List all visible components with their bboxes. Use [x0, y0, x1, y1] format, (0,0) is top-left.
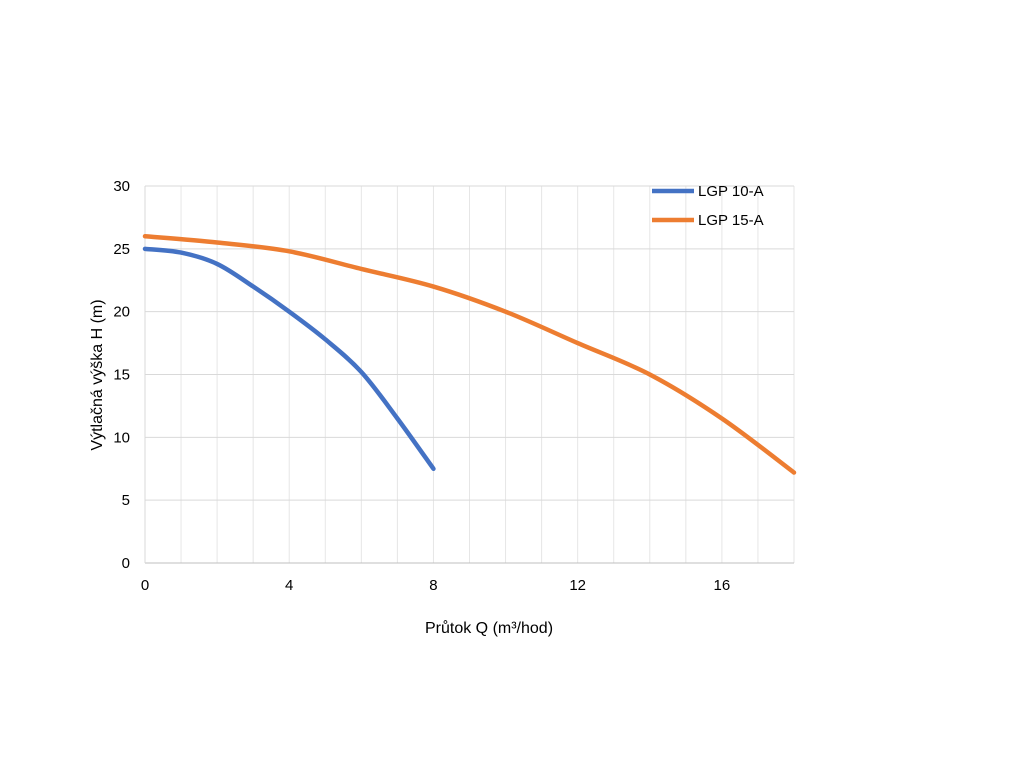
y-tick-label: 5	[122, 492, 130, 509]
series-line-1	[142, 246, 436, 471]
legend-label-1: LGP 10-A	[698, 183, 764, 200]
y-tick-label: 0	[122, 555, 130, 572]
x-tick-label: 8	[429, 577, 437, 594]
y-tick-label: 10	[113, 429, 130, 446]
legend: LGP 10-A LGP 15-A	[652, 183, 764, 229]
tick-labels: 0 4 8 12 16 0 5 10 15 20 25 30	[113, 178, 730, 594]
y-tick-label: 25	[113, 241, 130, 258]
x-tick-label: 12	[569, 577, 586, 594]
series-lines	[142, 234, 797, 475]
x-tick-label: 4	[285, 577, 293, 594]
y-axis-title: Výtlačná výška H (m)	[89, 299, 106, 450]
y-tick-label: 30	[113, 178, 130, 195]
grid-lines	[144, 185, 795, 564]
x-axis-title: Průtok Q (m³/hod)	[425, 619, 553, 637]
y-tick-label: 20	[113, 304, 130, 321]
series-line-2	[142, 234, 797, 475]
legend-label-2: LGP 15-A	[698, 212, 764, 229]
y-tick-label: 15	[113, 367, 130, 384]
x-tick-label: 16	[714, 577, 731, 594]
x-tick-label: 0	[141, 577, 149, 594]
